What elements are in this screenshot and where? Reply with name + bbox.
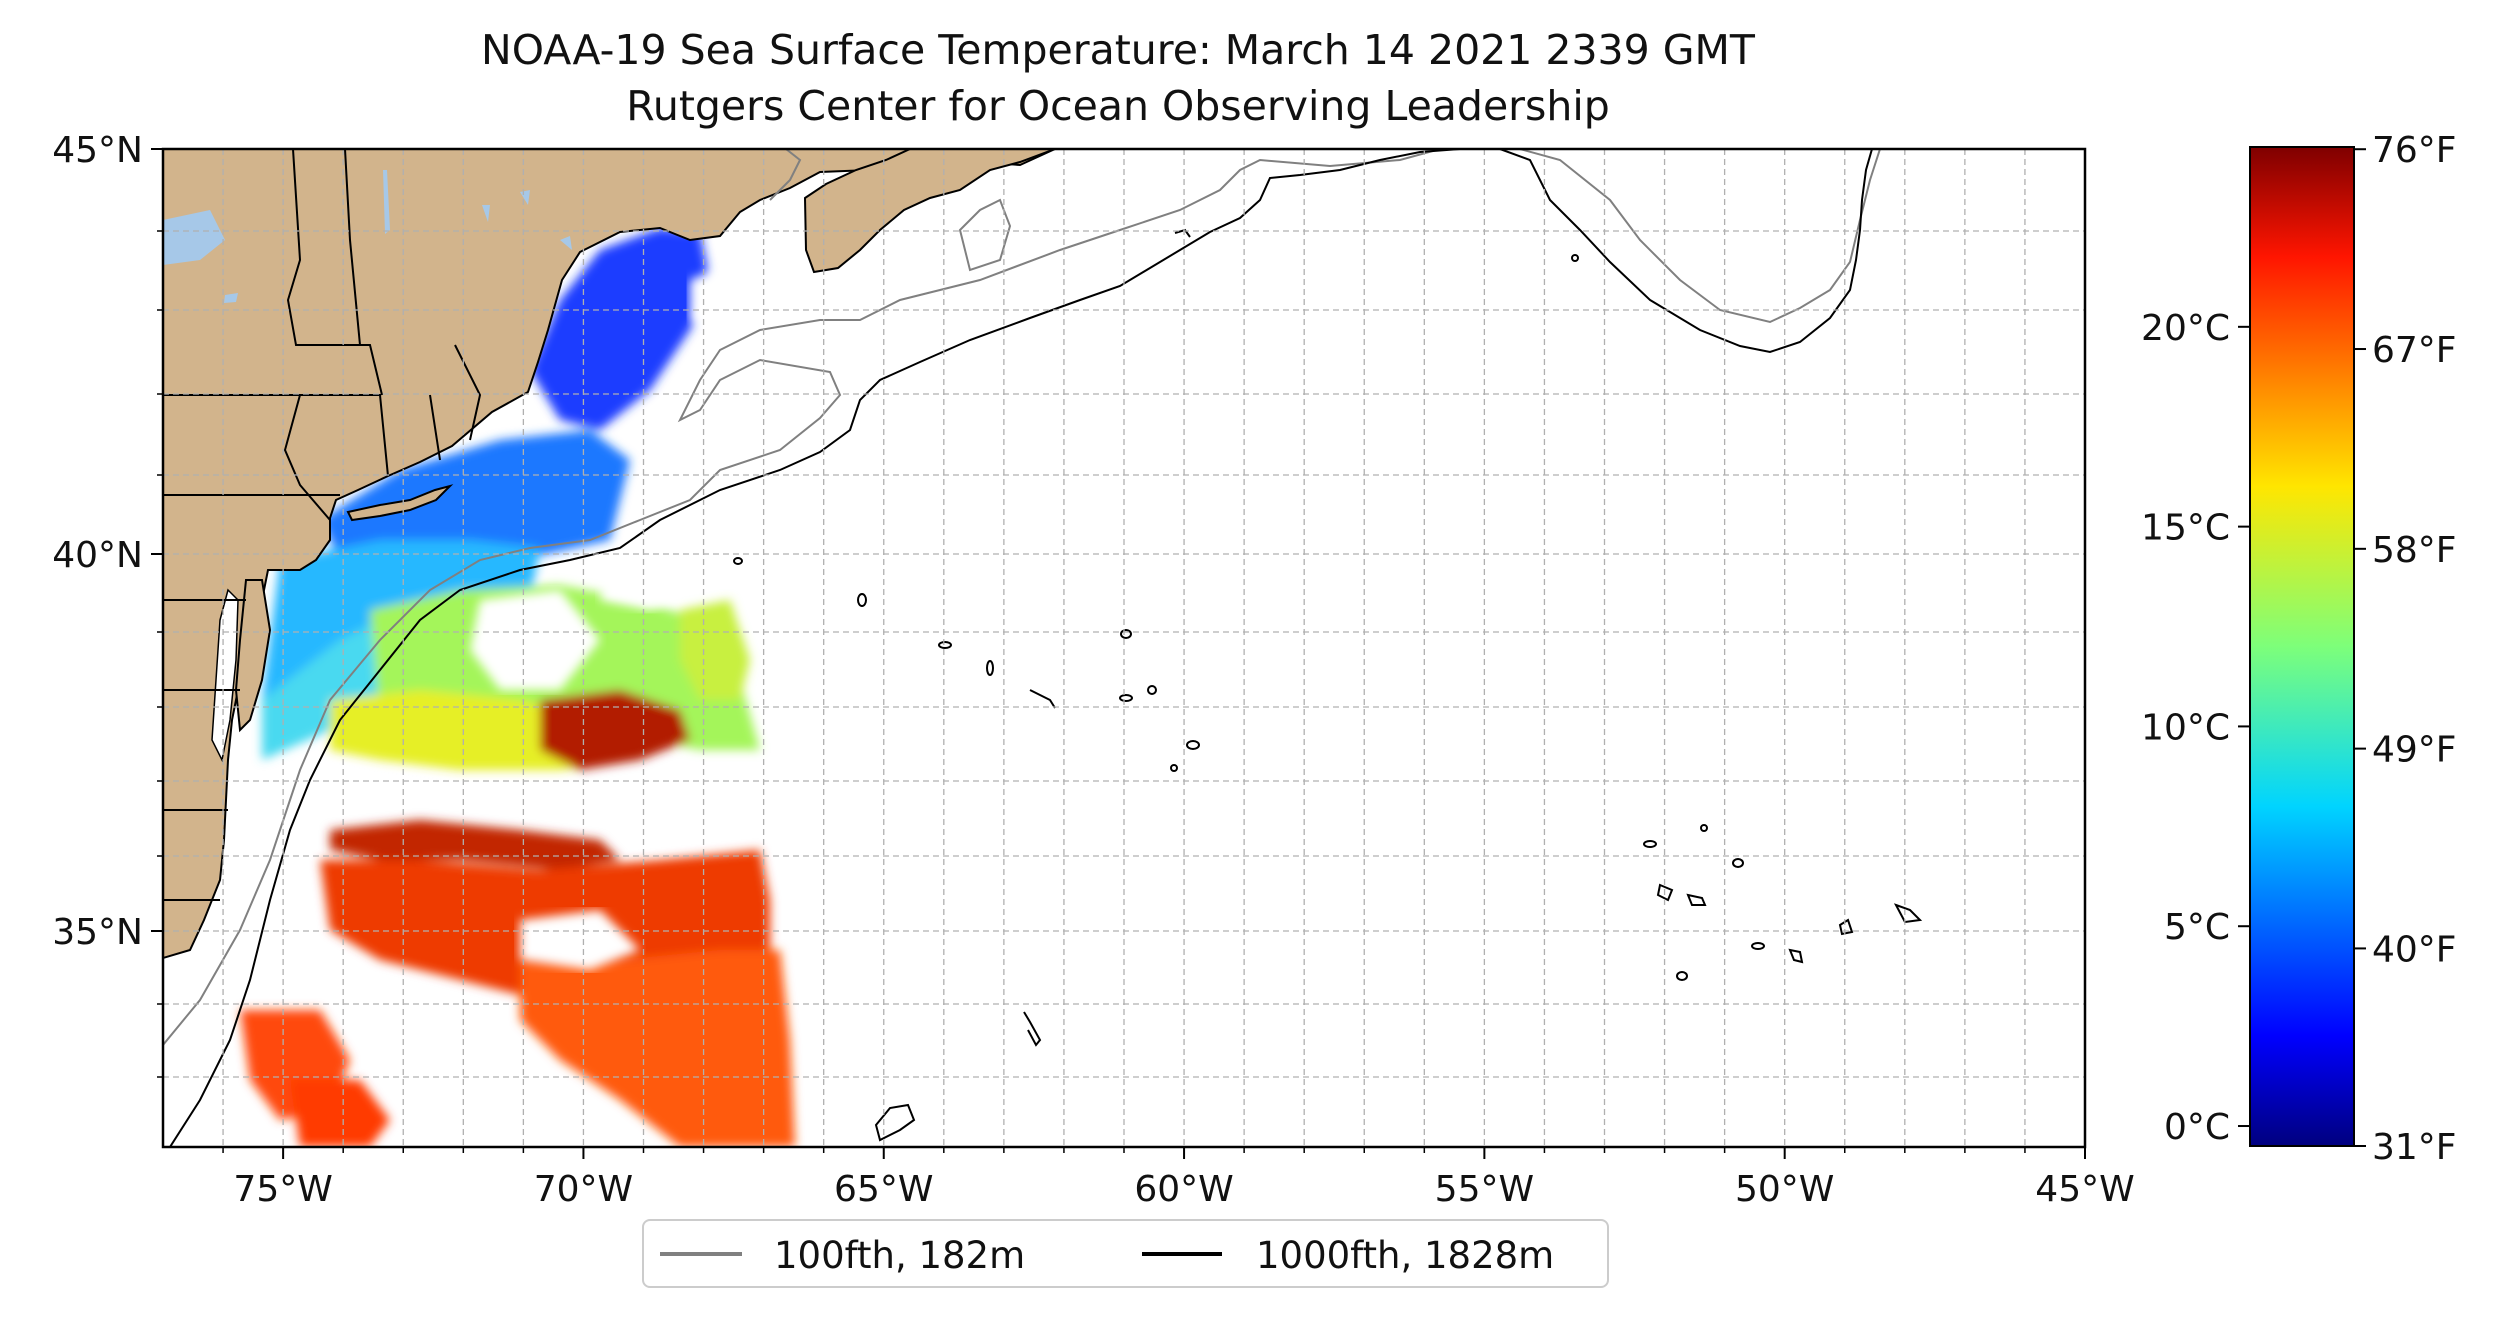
colorbar-f-label: 76°F bbox=[2372, 130, 2457, 171]
seamount bbox=[1029, 689, 1056, 709]
cloud-gap bbox=[470, 590, 600, 690]
colorbar-f-label: 58°F bbox=[2372, 530, 2457, 571]
colorbar-c-label: 10°C bbox=[2141, 707, 2230, 748]
colorbar-celsius-ticks: 20°C 15°C 10°C 5°C 0°C bbox=[2141, 308, 2250, 1148]
y-axis: 45°N 40°N 35°N bbox=[52, 130, 163, 1078]
sst-east-patch bbox=[680, 600, 750, 700]
title-line-2: Rutgers Center for Ocean Observing Leade… bbox=[626, 82, 1610, 130]
seamount bbox=[1147, 685, 1157, 695]
seamount bbox=[1788, 948, 1804, 964]
cloud-gap bbox=[520, 910, 640, 970]
legend-box bbox=[642, 1219, 1609, 1288]
x-tick-label: 60°W bbox=[1134, 1169, 1233, 1210]
legend-label-1000fth: 1000fth, 1828m bbox=[1256, 1234, 1554, 1277]
sst-warm-band bbox=[540, 690, 690, 770]
sst-gulf-stream-core bbox=[330, 820, 620, 870]
map-panel bbox=[161, 147, 2087, 1149]
sst-south-patch bbox=[290, 1080, 390, 1147]
y-tick-label: 35°N bbox=[52, 912, 143, 953]
seamount bbox=[1686, 893, 1707, 906]
seamount bbox=[1023, 1011, 1042, 1047]
colorbar-c-label: 5°C bbox=[2164, 907, 2230, 948]
lake bbox=[482, 205, 490, 222]
x-tick-label: 55°W bbox=[1435, 1169, 1534, 1210]
chesapeake-bay bbox=[211, 588, 239, 763]
colorbar: 20°C 15°C 10°C 5°C 0°C 76°F 67°F 58°F 49°F 40°F 3… bbox=[2141, 130, 2456, 1168]
seamount bbox=[1732, 858, 1744, 868]
colorbar-f-label: 40°F bbox=[2372, 929, 2457, 970]
seamount bbox=[938, 641, 952, 649]
lakes bbox=[163, 170, 572, 303]
colorbar-f-label: 49°F bbox=[2372, 730, 2457, 771]
colorbar-c-label: 0°C bbox=[2164, 1107, 2230, 1148]
y-tick-label: 40°N bbox=[52, 535, 143, 576]
land-delmarva bbox=[234, 579, 272, 733]
legend: 100fth, 182m 1000fth, 1828m bbox=[642, 1219, 1609, 1288]
seamount bbox=[874, 1103, 916, 1142]
seamount bbox=[1676, 971, 1688, 981]
colorbar-f-label: 31°F bbox=[2372, 1127, 2457, 1168]
x-tick-label: 75°W bbox=[233, 1169, 332, 1210]
lake bbox=[224, 293, 238, 303]
seamount bbox=[857, 593, 867, 607]
seamount bbox=[1186, 740, 1200, 750]
gridlines bbox=[163, 149, 2085, 1147]
x-tick-label: 65°W bbox=[834, 1169, 933, 1210]
lake-champlain bbox=[383, 170, 390, 234]
seamount bbox=[1571, 254, 1579, 262]
colorbar-f-label: 67°F bbox=[2372, 330, 2457, 371]
seamount bbox=[1893, 903, 1923, 924]
seamount bbox=[1119, 694, 1133, 702]
cloud-gap bbox=[600, 540, 700, 610]
legend-label-100fth: 100fth, 182m bbox=[774, 1234, 1025, 1277]
colorbar-c-label: 15°C bbox=[2141, 508, 2230, 549]
sst-shelf-north bbox=[320, 430, 630, 560]
colorbar-c-label: 20°C bbox=[2141, 308, 2230, 349]
state-boundaries bbox=[163, 149, 482, 901]
x-tick-label: 50°W bbox=[1735, 1169, 1834, 1210]
seamount bbox=[1643, 840, 1657, 848]
colorbar-gradient bbox=[2249, 146, 2355, 1147]
sst-swath bbox=[163, 150, 795, 1147]
seamount bbox=[1120, 629, 1132, 639]
seamount bbox=[1700, 824, 1708, 832]
seamount bbox=[1174, 228, 1191, 238]
title-line-1: NOAA-19 Sea Surface Temperature: March 1… bbox=[481, 26, 1756, 74]
lake bbox=[560, 236, 572, 250]
land-mainland bbox=[163, 149, 1056, 960]
seamount bbox=[1751, 942, 1765, 950]
x-tick-label: 70°W bbox=[534, 1169, 633, 1210]
y-tick-label: 45°N bbox=[52, 130, 143, 171]
seamount bbox=[1656, 883, 1674, 902]
sst-sargasso-east bbox=[520, 950, 795, 1147]
land bbox=[163, 149, 1056, 960]
seamount bbox=[1170, 764, 1178, 772]
x-tick-label: 45°W bbox=[2035, 1169, 2134, 1210]
sst-gulf-of-maine bbox=[530, 228, 712, 430]
cloud-gap bbox=[690, 260, 760, 340]
lake bbox=[520, 190, 530, 205]
seamount bbox=[733, 557, 743, 565]
land-long-island bbox=[346, 484, 454, 522]
seamount bbox=[986, 660, 994, 676]
land-nova-scotia bbox=[803, 149, 1056, 274]
colorbar-fahrenheit-ticks: 76°F 67°F 58°F 49°F 40°F 31°F bbox=[2354, 130, 2457, 1168]
isobath-1000fth bbox=[169, 149, 1923, 1147]
x-axis: 75°W 70°W 65°W 60°W 55°W 50°W 45°W bbox=[222, 1147, 2135, 1210]
lake-st-lawrence bbox=[163, 210, 225, 265]
